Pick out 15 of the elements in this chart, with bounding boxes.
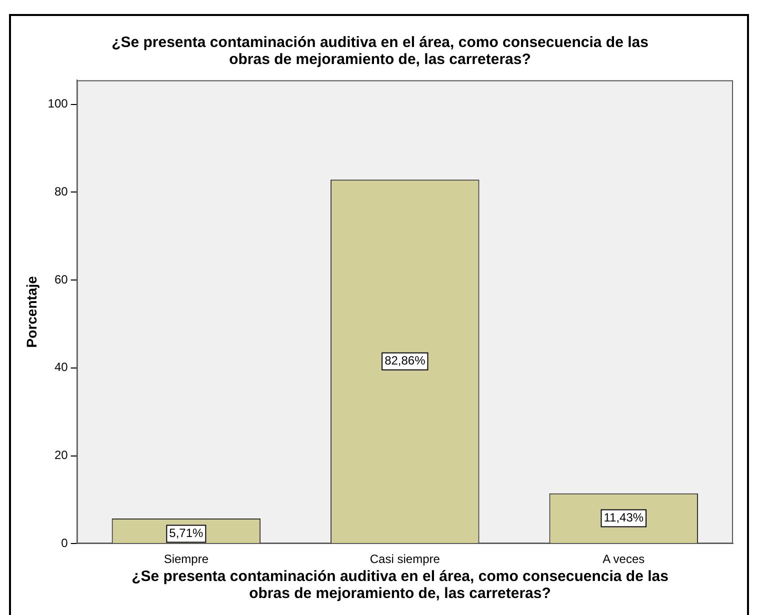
x-tick-label: A veces (602, 552, 645, 566)
x-axis-title: ¿Se presenta contaminación auditiva en el área, como consecuencia de las obras de mejoramiento de, las carreteras? (130, 568, 670, 602)
x-tick-label: Casi siempre (370, 552, 440, 566)
y-tick-label: 20 (54, 448, 68, 462)
x-tick-label: Siempre (164, 552, 209, 566)
data-label: 11,43% (604, 510, 644, 525)
data-label: 82,86% (384, 354, 426, 368)
y-tick-label: 100 (48, 96, 68, 111)
chart-title: ¿Se presenta contaminación auditiva en el área, como consecuencia de las obras de mejoramiento de, las carreteras? (110, 34, 650, 68)
y-tick-label: 80 (54, 184, 68, 199)
y-axis-title: Porcentaje (23, 276, 40, 348)
y-tick-label: 40 (54, 360, 68, 374)
data-label: 5,71% (169, 526, 204, 540)
y-tick-label: 0 (61, 536, 68, 550)
y-tick-label: 60 (54, 272, 68, 286)
